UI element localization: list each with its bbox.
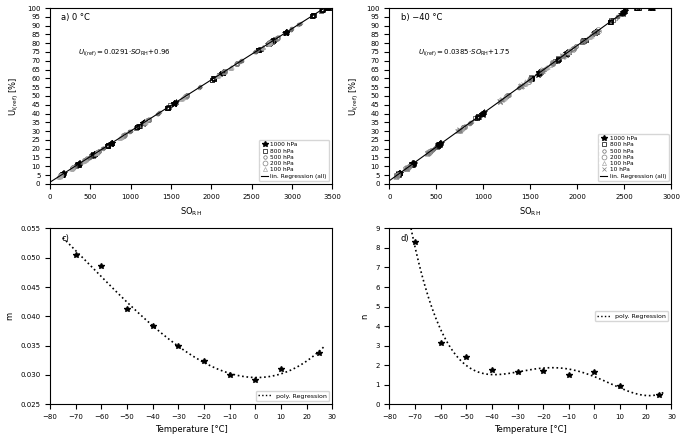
Legend: 1000 hPa, 800 hPa, 500 hPa, 200 hPa, 100 hPa, 10 hPa, lin. Regression (all): 1000 hPa, 800 hPa, 500 hPa, 200 hPa, 100…	[598, 134, 669, 181]
Y-axis label: U$_{\rm i(ref)}$ [%]: U$_{\rm i(ref)}$ [%]	[8, 76, 21, 116]
Y-axis label: n: n	[361, 314, 370, 319]
Text: b) −40 °C: b) −40 °C	[401, 13, 442, 22]
Legend: poly. Regression: poly. Regression	[595, 311, 668, 322]
X-axis label: SO$_{\rm RH}$: SO$_{\rm RH}$	[180, 205, 202, 218]
X-axis label: SO$_{\rm RH}$: SO$_{\rm RH}$	[519, 205, 541, 218]
X-axis label: Temperature [°C]: Temperature [°C]	[494, 425, 567, 434]
Text: $U_{\rm i(ref)}{=}0.0291{\cdot}SO_{\rm RH}{+}0.96$: $U_{\rm i(ref)}{=}0.0291{\cdot}SO_{\rm R…	[78, 47, 171, 58]
Text: $U_{\rm i(ref)}{=}0.0385{\cdot}SO_{\rm RH}{+}1.75$: $U_{\rm i(ref)}{=}0.0385{\cdot}SO_{\rm R…	[418, 47, 510, 58]
Text: d): d)	[401, 234, 410, 243]
Text: a) 0 °C: a) 0 °C	[61, 13, 91, 22]
Text: c): c)	[61, 234, 69, 243]
X-axis label: Temperature [°C]: Temperature [°C]	[155, 425, 228, 434]
Legend: poly. Regression: poly. Regression	[256, 391, 329, 401]
Legend: 1000 hPa, 800 hPa, 500 hPa, 200 hPa, 100 hPa, lin. Regression (all): 1000 hPa, 800 hPa, 500 hPa, 200 hPa, 100…	[259, 140, 329, 181]
Y-axis label: U$_{\rm i(ref)}$ [%]: U$_{\rm i(ref)}$ [%]	[346, 76, 361, 116]
Y-axis label: m: m	[5, 312, 14, 320]
